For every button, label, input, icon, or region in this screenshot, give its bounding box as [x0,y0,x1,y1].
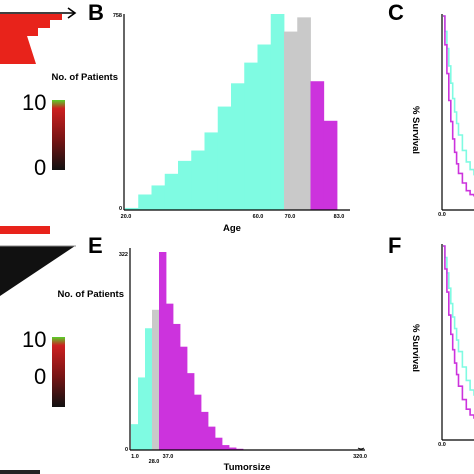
survival-f-xtick-0: 0.0 [438,442,446,448]
color-scale-2: 10 0 [22,327,65,407]
histogram-age-bar-11 [270,14,285,210]
panel-letter-f: F [388,233,401,258]
survival-f-ylabel: % Survival [410,324,421,372]
histogram-tumorsize-bar-13 [222,445,230,450]
histogram-age-bar-10 [257,44,272,211]
histogram-age-bar-4 [178,160,192,210]
histogram-age-bar-2 [151,185,166,210]
histogram-tumorsize: No. of Patients Tumorsize 322 0 1.0 28.0… [57,248,367,473]
histogram-tumorsize-bar-10 [201,411,209,450]
histogram-age-bar-0 [125,207,139,210]
histogram-tumorsize-bar-4 [159,252,167,450]
panel-letter-c: C [388,0,404,25]
heatmap-bottom-red-strip [0,226,50,234]
histogram-tumorsize-bar-6 [173,323,181,450]
histogram-tumorsize-xtick-1: 1.0 [131,454,139,460]
heatmap-top [0,7,77,70]
histogram-tumorsize-xtick-28: 28.0 [149,459,160,465]
histogram-tumorsize-bar-15 [236,448,244,450]
histogram-age-ytick-max: 758 [113,13,122,19]
histogram-age-bar-15 [323,120,338,210]
histogram-tumorsize-xtick-37: 37.0 [163,454,174,460]
color-scale-2-min-label: 0 [34,364,46,389]
histogram-age-xtick-70: 70.0 [285,214,296,220]
histogram-tumorsize-axis-end [357,447,365,450]
survival-f-curve-high [443,245,474,419]
bottom-strip [0,470,40,474]
heatmap-top-triangle-mask [0,14,72,70]
color-scale-1-max-label: 10 [22,90,46,115]
heatmap-top-staircase [0,14,62,64]
histogram-tumorsize-bar-14 [229,447,237,450]
histogram-age-bar-8 [231,83,245,210]
histogram-age-bar-14 [310,81,325,210]
survival-c-curves [443,15,474,197]
color-scale-1-bar [52,100,65,170]
histogram-age-ylabel: No. of Patients [51,72,118,83]
survival-plot-f: % Survival 0.0 [410,244,474,448]
histogram-age-bar-12 [284,31,298,210]
histogram-age: No. of Patients Age 758 0 20.0 60.0 70.0… [51,13,350,234]
survival-c-curve-high [443,15,474,197]
survival-f-curves [443,245,474,419]
histogram-tumorsize-bar-8 [187,373,195,450]
histogram-age-xtick-83: 83.0 [334,214,345,220]
histogram-tumorsize-ytick-max: 322 [119,252,128,258]
histogram-tumorsize-bar-1 [138,377,146,450]
histogram-tumorsize-bar-9 [194,394,202,450]
histogram-tumorsize-bars [131,252,244,450]
survival-c-curve-low [443,15,474,176]
panel-letter-b: B [88,0,104,25]
histogram-age-bar-3 [164,173,179,210]
histogram-age-bar-6 [204,132,219,210]
survival-c-xtick-0: 0.0 [438,212,446,218]
histogram-age-bars [125,14,338,211]
histogram-age-bar-1 [138,194,152,210]
histogram-tumorsize-bar-3 [152,309,160,450]
histogram-age-ytick-min: 0 [119,206,122,212]
histogram-tumorsize-bar-11 [208,426,216,450]
survival-plot-c: % Survival 0.0 [410,14,474,218]
color-scale-1-min-label: 0 [34,155,46,180]
histogram-tumorsize-bar-0 [131,424,139,450]
histogram-age-bar-9 [244,62,258,210]
histogram-age-xlabel: Age [223,223,241,234]
histogram-tumorsize-ytick-min: 0 [125,447,128,453]
histogram-age-xtick-60: 60.0 [253,214,264,220]
histogram-tumorsize-xtick-320: 320.0 [353,454,367,460]
color-scale-2-max-label: 10 [22,327,46,352]
histogram-tumorsize-bar-7 [180,346,188,450]
histogram-age-xtick-20: 20.0 [121,214,132,220]
arrow-head [67,7,77,19]
histogram-tumorsize-bar-2 [145,328,153,450]
histogram-tumorsize-ylabel: No. of Patients [57,289,124,300]
heatmap-bottom-triangle [0,246,75,296]
heatmap-bottom [0,226,76,296]
panel-letter-e: E [88,233,103,258]
histogram-age-bar-7 [217,106,232,210]
histogram-tumorsize-bar-5 [166,303,174,450]
histogram-tumorsize-xlabel: Tumorsize [224,462,271,473]
survival-c-ylabel: % Survival [410,106,421,154]
histogram-age-bar-5 [191,150,205,210]
color-scale-1: 10 0 [22,90,65,180]
histogram-age-bar-13 [297,17,311,210]
color-scale-2-bar [52,337,65,407]
histogram-tumorsize-bar-12 [215,437,223,450]
